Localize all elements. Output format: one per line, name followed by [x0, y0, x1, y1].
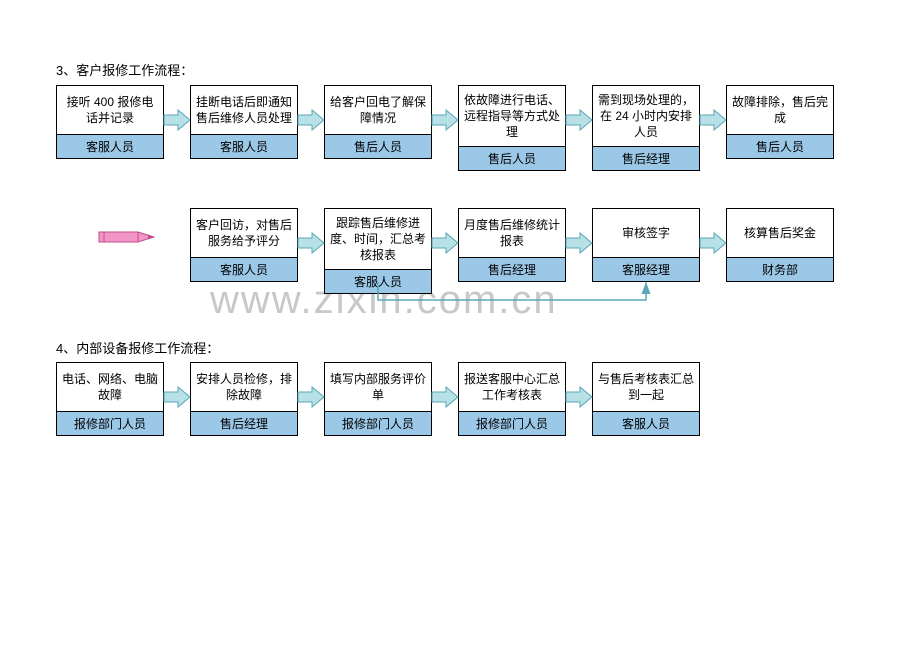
node-role: 售后经理: [593, 146, 699, 170]
node-text: 挂断电话后即通知售后维修人员处理: [191, 86, 297, 134]
node-role: 客服人员: [57, 134, 163, 158]
node-role: 客服人员: [191, 134, 297, 158]
node-text: 核算售后奖金: [727, 209, 833, 257]
node-role: 报修部门人员: [325, 411, 431, 435]
node-role: 报修部门人员: [459, 411, 565, 435]
flow-node: 客户回访，对售后服务给予评分 客服人员: [190, 208, 298, 282]
flow-node: 报送客服中心汇总工作考核表 报修部门人员: [458, 362, 566, 436]
node-role: 售后人员: [727, 134, 833, 158]
node-text: 给客户回电了解保障情况: [325, 86, 431, 134]
node-role: 客服经理: [593, 257, 699, 281]
node-text: 故障排除，售后完成: [727, 86, 833, 134]
node-text: 接听 400 报修电话并记录: [57, 86, 163, 134]
node-text: 依故障进行电话、远程指导等方式处理: [459, 86, 565, 146]
node-role: 售后人员: [459, 146, 565, 170]
node-text: 审核签字: [593, 209, 699, 257]
node-role: 售后经理: [459, 257, 565, 281]
pencil-icon: [98, 228, 156, 246]
flow-node: 电话、网络、电脑故障 报修部门人员: [56, 362, 164, 436]
node-role: 售后人员: [325, 134, 431, 158]
flow-node: 核算售后奖金 财务部: [726, 208, 834, 282]
flow-node: 填写内部服务评价单 报修部门人员: [324, 362, 432, 436]
node-text: 需到现场处理的，在 24 小时内安排人员: [593, 86, 699, 146]
node-text: 填写内部服务评价单: [325, 363, 431, 411]
flow-node: 依故障进行电话、远程指导等方式处理 售后人员: [458, 85, 566, 171]
node-role: 售后经理: [191, 411, 297, 435]
flow-node: 安排人员检修，排除故障 售后经理: [190, 362, 298, 436]
node-text: 与售后考核表汇总到一起: [593, 363, 699, 411]
section-4-title: 4、内部设备报修工作流程：: [56, 338, 219, 357]
flow-node: 接听 400 报修电话并记录 客服人员: [56, 85, 164, 159]
node-role: 财务部: [727, 257, 833, 281]
node-text: 跟踪售后维修进度、时间，汇总考核报表: [325, 209, 431, 269]
flow-node: 审核签字 客服经理: [592, 208, 700, 282]
node-text: 客户回访，对售后服务给予评分: [191, 209, 297, 257]
flow-node: 给客户回电了解保障情况 售后人员: [324, 85, 432, 159]
flow-node: 跟踪售后维修进度、时间，汇总考核报表 客服人员: [324, 208, 432, 294]
node-text: 月度售后维修统计报表: [459, 209, 565, 257]
flow-node: 挂断电话后即通知售后维修人员处理 客服人员: [190, 85, 298, 159]
node-role: 客服人员: [593, 411, 699, 435]
flow-node: 月度售后维修统计报表 售后经理: [458, 208, 566, 282]
node-role: 报修部门人员: [57, 411, 163, 435]
node-role: 客服人员: [191, 257, 297, 281]
flow-node: 需到现场处理的，在 24 小时内安排人员 售后经理: [592, 85, 700, 171]
node-text: 报送客服中心汇总工作考核表: [459, 363, 565, 411]
flow-node: 与售后考核表汇总到一起 客服人员: [592, 362, 700, 436]
node-text: 电话、网络、电脑故障: [57, 363, 163, 411]
node-role: 客服人员: [325, 269, 431, 293]
flow-node: 故障排除，售后完成 售后人员: [726, 85, 834, 159]
node-text: 安排人员检修，排除故障: [191, 363, 297, 411]
section-3-title: 3、客户报修工作流程：: [56, 60, 193, 79]
